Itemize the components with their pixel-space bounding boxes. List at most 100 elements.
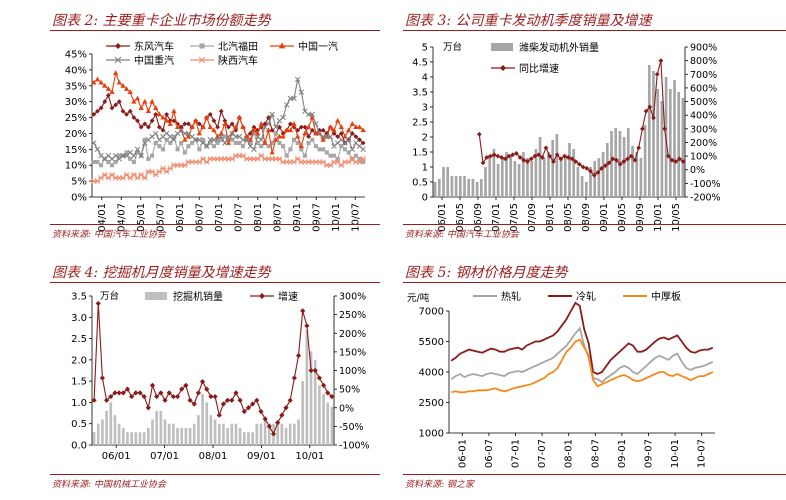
- bar: [126, 432, 129, 445]
- data-point: [207, 124, 213, 130]
- data-point: [284, 153, 289, 158]
- data-point: [259, 144, 264, 149]
- bar: [534, 149, 538, 197]
- data-point: [302, 124, 308, 130]
- data-point: [91, 160, 96, 165]
- data-point: [298, 124, 304, 130]
- data-point: [536, 152, 542, 158]
- title-rule: [50, 282, 380, 283]
- bar: [652, 71, 655, 197]
- y-tick-label: 4: [422, 73, 428, 84]
- bar: [234, 423, 238, 445]
- panel-title: 图表 3: 公司重卡发动机季度销量及增速: [405, 13, 652, 29]
- data-point: [200, 124, 206, 130]
- y-tick-label: 3: [422, 103, 428, 114]
- data-point: [317, 127, 322, 133]
- data-point: [680, 159, 686, 164]
- bar: [496, 164, 500, 197]
- data-point: [157, 144, 162, 149]
- y-tick-label: 1000: [419, 429, 444, 440]
- x-tick-label: 07/01: [491, 203, 502, 232]
- data-point: [197, 147, 202, 152]
- data-point: [150, 153, 155, 158]
- data-point: [488, 153, 493, 159]
- bar: [297, 419, 300, 445]
- data-point: [332, 153, 337, 158]
- data-point: [287, 397, 293, 403]
- data-point: [313, 121, 319, 127]
- data-point: [175, 121, 180, 127]
- data-point: [327, 124, 334, 130]
- y-tick-label: 25%: [65, 113, 87, 124]
- data-point: [149, 98, 155, 104]
- data-point: [476, 131, 482, 137]
- y-unit-label: 元/吨: [407, 292, 430, 304]
- bar: [475, 182, 479, 197]
- y-tick-label: 5500: [419, 337, 444, 348]
- bar: [584, 182, 588, 197]
- data-point: [599, 165, 605, 171]
- data-point: [109, 89, 115, 95]
- data-point: [543, 145, 549, 151]
- title-rule: [403, 30, 786, 31]
- data-point: [109, 105, 115, 111]
- data-point: [171, 137, 177, 143]
- data-point: [254, 130, 261, 136]
- data-point: [265, 127, 272, 133]
- data-point: [185, 133, 192, 139]
- data-point: [237, 140, 242, 146]
- data-point: [91, 111, 97, 117]
- x-tick-label: 05/01: [136, 203, 147, 232]
- y2-tick-label: 200%: [690, 138, 717, 149]
- y-tick-label: 1.5: [412, 148, 428, 159]
- bar: [197, 415, 200, 445]
- bar: [146, 427, 150, 445]
- data-point: [273, 136, 279, 142]
- data-point: [287, 127, 294, 133]
- bar: [500, 158, 504, 197]
- data-point: [269, 149, 275, 155]
- data-point: [123, 86, 130, 91]
- data-point: [153, 140, 158, 146]
- data-point: [215, 140, 220, 146]
- y2-tick-label: 100%: [690, 152, 717, 163]
- bar: [626, 128, 630, 197]
- y-tick-label: 7000: [419, 307, 444, 318]
- data-point: [182, 121, 188, 127]
- data-point: [338, 131, 344, 136]
- legend-marker: [199, 43, 205, 49]
- y2-tick-label: 700%: [690, 70, 717, 81]
- bar: [668, 89, 672, 197]
- panel-title: 图表 4: 挖掘机月度销量及增速走势: [52, 265, 271, 281]
- data-point: [218, 133, 224, 140]
- data-point: [288, 147, 293, 152]
- bar: [572, 149, 576, 197]
- data-point: [211, 118, 217, 124]
- y-unit-label: 万台: [443, 41, 462, 53]
- data-point: [113, 102, 119, 108]
- data-point: [677, 156, 682, 162]
- data-point: [588, 168, 593, 174]
- panel-excavator-sales: 图表 4: 挖掘机月度销量及增速走势 0.0 0.5 1.0 1.5 2.0 2.5 3.0…: [50, 262, 380, 492]
- data-point: [233, 390, 239, 396]
- data-point: [584, 165, 590, 171]
- bar: [255, 423, 259, 445]
- data-point: [230, 137, 235, 142]
- series-中国一汽: [91, 70, 366, 155]
- bar: [247, 432, 250, 445]
- data-point: [551, 159, 556, 164]
- data-point: [266, 423, 272, 429]
- y-tick-label: 4.5: [412, 58, 428, 69]
- data-point: [160, 147, 166, 152]
- data-point: [225, 140, 232, 145]
- data-point: [299, 147, 304, 152]
- data-point: [495, 153, 501, 159]
- legend-item: 陕西汽车: [190, 54, 258, 67]
- bar: [530, 161, 534, 197]
- data-point: [360, 156, 367, 162]
- data-point: [178, 124, 184, 130]
- legend-marker: [115, 43, 121, 49]
- data-point: [134, 95, 141, 101]
- data-point: [651, 115, 656, 121]
- data-point: [138, 124, 144, 130]
